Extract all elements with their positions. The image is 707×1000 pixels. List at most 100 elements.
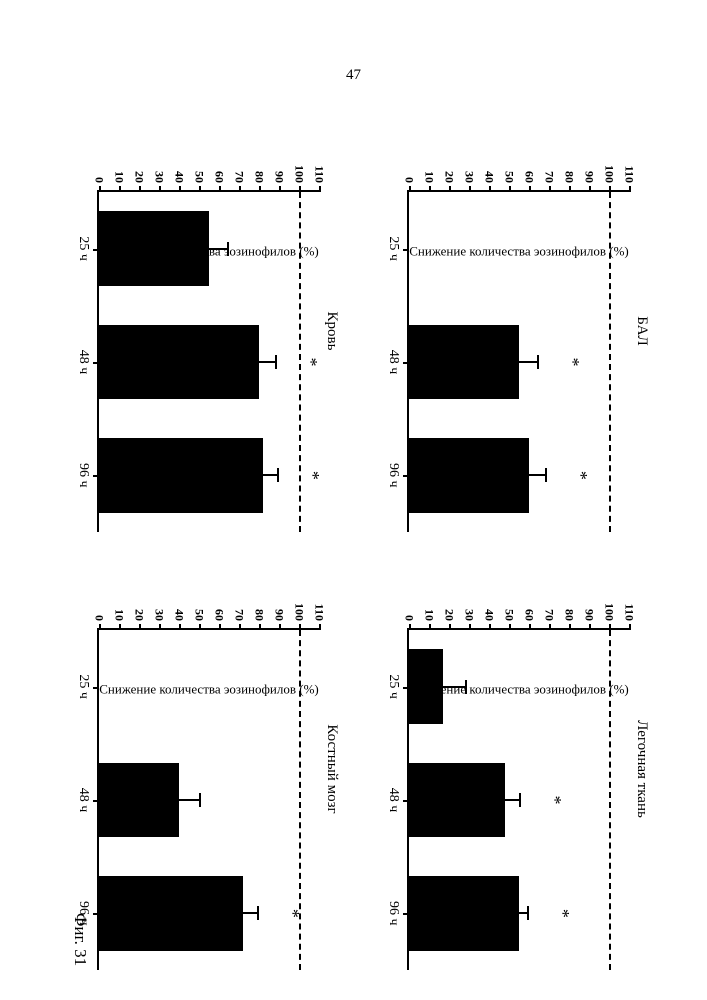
- error-bar: [505, 799, 519, 801]
- significance-star: *: [300, 358, 321, 367]
- y-tick-label: 20: [132, 609, 147, 630]
- error-cap: [199, 793, 201, 807]
- significance-star: *: [562, 358, 583, 367]
- y-tick-label: 60: [522, 171, 537, 192]
- x-tick-label: 96 ч: [385, 463, 409, 488]
- panel-3: Костный мозг0102030405060708090100110Сни…: [60, 568, 340, 970]
- y-tick-label: 70: [542, 609, 557, 630]
- significance-star: *: [570, 471, 591, 480]
- y-tick-label: 10: [112, 171, 127, 192]
- error-bar: [519, 912, 527, 914]
- y-tick-label: 60: [212, 171, 227, 192]
- y-tick-label: 110: [312, 166, 327, 192]
- plot-area: 0102030405060708090100110Снижение количе…: [97, 628, 319, 970]
- y-tick-label: 60: [212, 609, 227, 630]
- error-bar: [443, 686, 465, 688]
- y-tick-label: 90: [272, 171, 287, 192]
- y-tick-label: 40: [172, 171, 187, 192]
- error-bar: [263, 474, 277, 476]
- y-tick-label: 40: [172, 609, 187, 630]
- bar: [99, 438, 263, 513]
- y-tick-label: 0: [92, 615, 107, 630]
- error-bar: [243, 912, 257, 914]
- bar: [409, 438, 529, 513]
- error-cap: [519, 793, 521, 807]
- panel-1: Легочная ткань0102030405060708090100110С…: [370, 568, 650, 970]
- y-tick-label: 50: [502, 171, 517, 192]
- y-tick-label: 70: [232, 609, 247, 630]
- y-tick-label: 0: [402, 615, 417, 630]
- panel-2: Кровь0102030405060708090100110Снижение к…: [60, 130, 340, 532]
- bar: [409, 763, 505, 838]
- x-tick-label: 96 ч: [75, 901, 99, 926]
- bar: [409, 649, 443, 724]
- error-cap: [227, 242, 229, 256]
- y-tick-label: 100: [292, 603, 307, 630]
- y-tick-label: 20: [442, 609, 457, 630]
- y-tick-label: 90: [272, 609, 287, 630]
- x-tick-label: 96 ч: [75, 463, 99, 488]
- error-cap: [257, 906, 259, 920]
- y-tick-label: 30: [462, 171, 477, 192]
- error-bar: [519, 361, 537, 363]
- y-axis-title: Снижение количества эозинофилов (%): [409, 244, 628, 260]
- x-tick-label: 25 ч: [385, 674, 409, 699]
- reference-line: [609, 630, 611, 970]
- significance-star: *: [282, 909, 303, 918]
- y-tick-label: 110: [622, 604, 637, 630]
- y-tick-label: 30: [152, 609, 167, 630]
- page: 47 Фиг. 31 БАЛ0102030405060708090100110С…: [0, 0, 707, 1000]
- y-tick-label: 50: [502, 609, 517, 630]
- y-tick-label: 0: [402, 177, 417, 192]
- x-tick-label: 25 ч: [385, 236, 409, 261]
- significance-star: *: [552, 909, 573, 918]
- error-cap: [527, 906, 529, 920]
- error-cap: [465, 680, 467, 694]
- reference-line: [299, 630, 301, 970]
- x-tick-label: 48 ч: [385, 788, 409, 813]
- y-tick-label: 80: [252, 609, 267, 630]
- panel-grid: БАЛ0102030405060708090100110Снижение кол…: [60, 130, 650, 970]
- y-tick-label: 90: [582, 171, 597, 192]
- bar: [409, 876, 519, 951]
- bar: [99, 211, 209, 286]
- error-bar: [209, 248, 227, 250]
- x-tick-label: 48 ч: [75, 350, 99, 375]
- bar: [99, 763, 179, 838]
- y-tick-label: 0: [92, 177, 107, 192]
- y-tick-label: 40: [482, 609, 497, 630]
- x-tick-label: 25 ч: [75, 674, 99, 699]
- error-cap: [545, 468, 547, 482]
- y-tick-label: 50: [192, 171, 207, 192]
- bar: [99, 325, 259, 400]
- reference-line: [609, 192, 611, 532]
- error-cap: [277, 468, 279, 482]
- error-cap: [537, 355, 539, 369]
- y-tick-label: 90: [582, 609, 597, 630]
- y-tick-label: 40: [482, 171, 497, 192]
- y-tick-label: 100: [602, 603, 617, 630]
- error-bar: [259, 361, 275, 363]
- plot-area: 0102030405060708090100110Снижение количе…: [407, 628, 629, 970]
- significance-star: *: [302, 471, 323, 480]
- x-tick-label: 48 ч: [385, 350, 409, 375]
- y-tick-label: 80: [562, 609, 577, 630]
- error-bar: [529, 474, 545, 476]
- y-tick-label: 110: [312, 604, 327, 630]
- plot-area: 0102030405060708090100110Снижение количе…: [97, 190, 319, 532]
- y-tick-label: 80: [252, 171, 267, 192]
- y-tick-label: 10: [422, 609, 437, 630]
- y-axis-title: Снижение количества эозинофилов (%): [99, 682, 318, 698]
- plot-area: 0102030405060708090100110Снижение количе…: [407, 190, 629, 532]
- y-tick-label: 30: [462, 609, 477, 630]
- y-tick-label: 60: [522, 609, 537, 630]
- error-cap: [275, 355, 277, 369]
- y-tick-label: 70: [542, 171, 557, 192]
- error-bar: [179, 799, 199, 801]
- y-tick-label: 80: [562, 171, 577, 192]
- bar: [99, 876, 243, 951]
- y-tick-label: 110: [622, 166, 637, 192]
- panel-0: БАЛ0102030405060708090100110Снижение кол…: [370, 130, 650, 532]
- y-tick-label: 20: [132, 171, 147, 192]
- y-tick-label: 100: [292, 165, 307, 192]
